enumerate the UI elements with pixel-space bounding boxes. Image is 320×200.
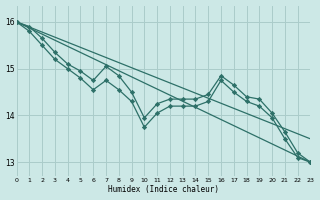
X-axis label: Humidex (Indice chaleur): Humidex (Indice chaleur)	[108, 185, 219, 194]
